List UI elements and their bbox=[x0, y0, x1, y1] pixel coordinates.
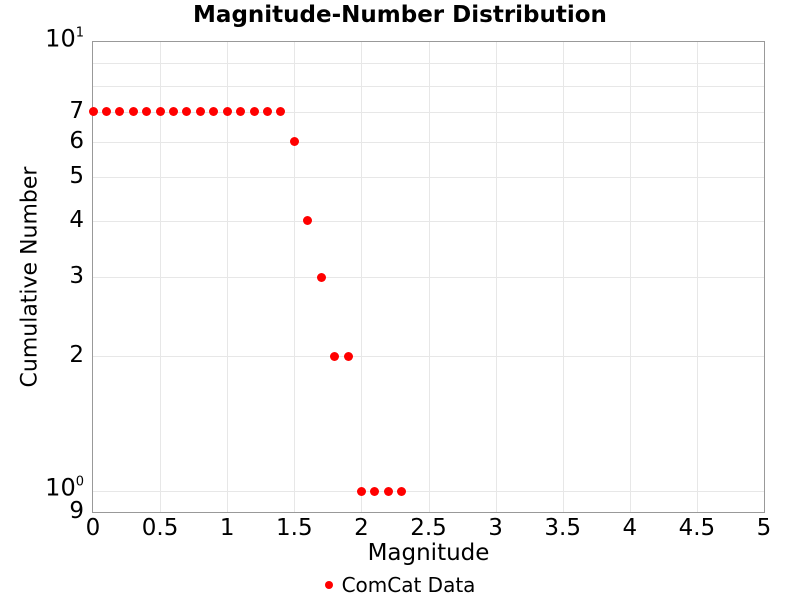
data-point bbox=[236, 107, 246, 117]
x-tick-label: 4 bbox=[622, 515, 638, 541]
data-point bbox=[155, 107, 165, 117]
data-point bbox=[343, 351, 353, 361]
x-tick-label: 2.5 bbox=[410, 515, 447, 541]
data-point bbox=[115, 107, 125, 117]
data-point bbox=[222, 107, 232, 117]
y-tick-label: 7 bbox=[69, 97, 84, 124]
data-point bbox=[303, 216, 313, 226]
data-point bbox=[182, 107, 192, 117]
data-point bbox=[276, 107, 286, 117]
x-tick-label: 0.5 bbox=[141, 515, 179, 541]
legend-label: ComCat Data bbox=[341, 573, 476, 597]
x-tick-label: 1 bbox=[219, 515, 235, 541]
data-point bbox=[142, 107, 152, 117]
data-point bbox=[101, 107, 111, 117]
y-tick-label: 6 bbox=[69, 127, 84, 154]
y-tick-label: 2 bbox=[69, 342, 84, 369]
gridline-v bbox=[361, 42, 363, 512]
gridline-v bbox=[495, 42, 497, 512]
y-tick-label: 4 bbox=[69, 206, 84, 233]
data-point bbox=[397, 486, 407, 496]
data-point bbox=[209, 107, 219, 117]
legend: ComCat Data bbox=[0, 572, 800, 598]
gridline-v bbox=[428, 42, 430, 512]
data-point bbox=[370, 486, 380, 496]
x-tick-label: 4.5 bbox=[678, 515, 716, 541]
data-point bbox=[263, 107, 272, 117]
x-tick-label: 3.5 bbox=[544, 515, 581, 541]
data-point bbox=[195, 107, 205, 117]
data-point bbox=[289, 137, 299, 147]
y-tick-pow-base: 10 bbox=[45, 473, 76, 502]
data-point bbox=[169, 107, 178, 117]
y-tick-label: 100 bbox=[0, 473, 84, 505]
x-tick-label: 1.5 bbox=[276, 515, 313, 541]
x-axis-label: Magnitude bbox=[367, 540, 490, 566]
gridline-v bbox=[696, 42, 698, 512]
x-tick-label: 5 bbox=[756, 515, 772, 541]
y-tick-pow-exp: 0 bbox=[75, 474, 84, 490]
gridline-v bbox=[227, 42, 229, 512]
y-tick-pow-exp: 1 bbox=[75, 25, 84, 41]
y-tick-label: 3 bbox=[69, 263, 84, 289]
x-tick-label: 0 bbox=[85, 515, 101, 541]
y-tick-pow-base: 10 bbox=[45, 24, 76, 53]
plot-area bbox=[88, 41, 765, 513]
data-point bbox=[249, 107, 259, 117]
data-point bbox=[356, 486, 366, 496]
data-point bbox=[330, 351, 340, 361]
gridline-v bbox=[294, 42, 296, 512]
data-point bbox=[316, 272, 326, 282]
x-tick-label: 2 bbox=[354, 515, 369, 541]
data-point bbox=[88, 107, 98, 117]
y-tick-label: 5 bbox=[69, 163, 84, 190]
x-tick-label: 3 bbox=[488, 515, 503, 541]
gridline-v bbox=[160, 42, 162, 512]
y-tick-label: 9 bbox=[69, 498, 84, 524]
data-point bbox=[383, 486, 393, 496]
gridline-v bbox=[629, 42, 631, 512]
legend-marker-icon bbox=[324, 581, 333, 589]
chart-title: Magnitude-Number Distribution bbox=[193, 2, 607, 28]
data-point bbox=[128, 107, 138, 117]
y-tick-label: 101 bbox=[0, 24, 84, 56]
gridline-v bbox=[562, 42, 564, 512]
